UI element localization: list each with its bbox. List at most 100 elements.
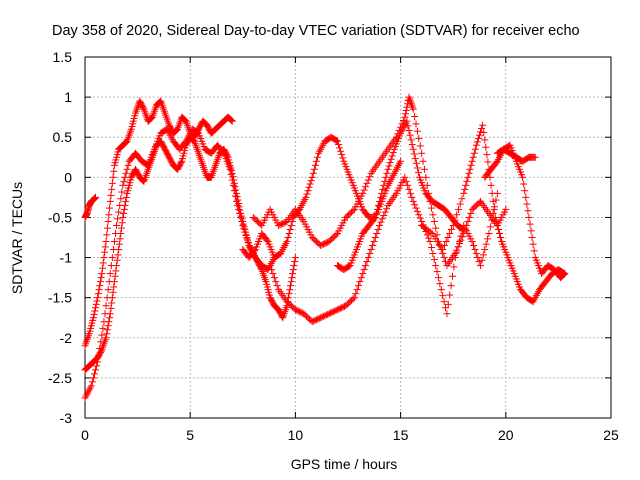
data-point bbox=[118, 188, 126, 196]
x-tick-label: 25 bbox=[603, 427, 619, 443]
data-point bbox=[382, 173, 390, 181]
data-point bbox=[488, 189, 496, 197]
x-axis-label: GPS time / hours bbox=[291, 456, 398, 472]
data-point bbox=[446, 291, 454, 299]
data-point bbox=[465, 169, 473, 177]
data-point bbox=[477, 128, 485, 136]
data-point bbox=[124, 161, 132, 169]
data-point bbox=[482, 143, 490, 151]
data-point bbox=[386, 159, 394, 167]
data-point bbox=[307, 177, 315, 185]
data-point bbox=[371, 234, 379, 241]
data-point bbox=[418, 221, 426, 229]
data-point bbox=[335, 141, 343, 149]
data-point bbox=[482, 240, 490, 248]
data-point bbox=[409, 145, 417, 153]
data-point bbox=[473, 138, 481, 146]
data-point bbox=[404, 122, 412, 130]
data-point bbox=[561, 270, 569, 278]
data-point bbox=[96, 278, 104, 286]
data-point bbox=[476, 131, 483, 139]
data-point bbox=[389, 149, 397, 157]
data-point bbox=[290, 262, 298, 270]
data-point bbox=[92, 366, 100, 374]
data-point bbox=[380, 211, 388, 219]
plot-frame bbox=[84, 56, 612, 419]
x-tick-label: 20 bbox=[498, 427, 514, 443]
data-point bbox=[362, 262, 370, 270]
data-point bbox=[443, 310, 451, 318]
data-point bbox=[359, 189, 367, 197]
data-point bbox=[306, 180, 314, 188]
data-point bbox=[367, 246, 375, 254]
data-point bbox=[103, 224, 111, 232]
data-point bbox=[457, 232, 465, 240]
data-point bbox=[402, 177, 410, 185]
data-point bbox=[385, 162, 393, 170]
data-point bbox=[433, 231, 441, 239]
data-point bbox=[272, 278, 280, 286]
data-point bbox=[108, 179, 116, 187]
data-point bbox=[412, 204, 420, 212]
data-point bbox=[471, 246, 479, 254]
data-point bbox=[94, 290, 102, 298]
data-point bbox=[89, 314, 97, 322]
data-point bbox=[332, 231, 340, 239]
data-point bbox=[355, 282, 363, 290]
data-point bbox=[430, 217, 438, 225]
data-point bbox=[446, 229, 454, 237]
data-point bbox=[362, 183, 370, 191]
data-point bbox=[418, 149, 426, 157]
data-point bbox=[440, 298, 448, 306]
data-point bbox=[490, 205, 498, 213]
data-point bbox=[458, 233, 466, 241]
data-point bbox=[481, 246, 489, 254]
data-point bbox=[263, 236, 271, 244]
data-point bbox=[453, 248, 461, 256]
data-point bbox=[87, 382, 95, 390]
data-point bbox=[425, 234, 433, 242]
data-point bbox=[312, 157, 320, 165]
data-point bbox=[120, 209, 128, 217]
data-point bbox=[451, 216, 459, 224]
data-point bbox=[108, 185, 116, 193]
data-point bbox=[96, 344, 104, 352]
data-point bbox=[444, 234, 452, 241]
data-point bbox=[470, 149, 478, 157]
data-point bbox=[101, 310, 109, 318]
data-point bbox=[415, 135, 423, 143]
data-point bbox=[289, 270, 297, 278]
data-point bbox=[122, 197, 130, 205]
data-point bbox=[229, 181, 237, 189]
data-point bbox=[93, 297, 101, 305]
data-point bbox=[373, 229, 381, 237]
data-point bbox=[139, 104, 147, 112]
grid-lines bbox=[85, 57, 611, 418]
data-point bbox=[302, 193, 310, 201]
data-point bbox=[107, 191, 115, 199]
data-point bbox=[401, 173, 409, 181]
data-point bbox=[370, 238, 378, 246]
data-point bbox=[103, 231, 111, 239]
y-tick-label: 1 bbox=[64, 89, 72, 105]
data-point bbox=[495, 229, 503, 237]
data-point bbox=[286, 225, 294, 233]
data-point bbox=[430, 256, 438, 264]
data-point bbox=[426, 197, 434, 205]
data-point bbox=[409, 105, 417, 113]
data-point bbox=[353, 286, 361, 294]
data-point bbox=[454, 205, 462, 213]
data-point bbox=[244, 238, 252, 246]
data-point bbox=[94, 294, 102, 302]
data-point bbox=[468, 157, 476, 165]
data-point bbox=[227, 116, 235, 124]
data-point bbox=[489, 197, 497, 205]
data-point bbox=[122, 193, 130, 201]
data-point bbox=[305, 183, 313, 191]
data-point bbox=[408, 193, 416, 201]
data-point bbox=[472, 250, 480, 258]
data-point bbox=[450, 263, 458, 271]
data-point bbox=[388, 152, 396, 160]
data-point bbox=[250, 247, 258, 255]
